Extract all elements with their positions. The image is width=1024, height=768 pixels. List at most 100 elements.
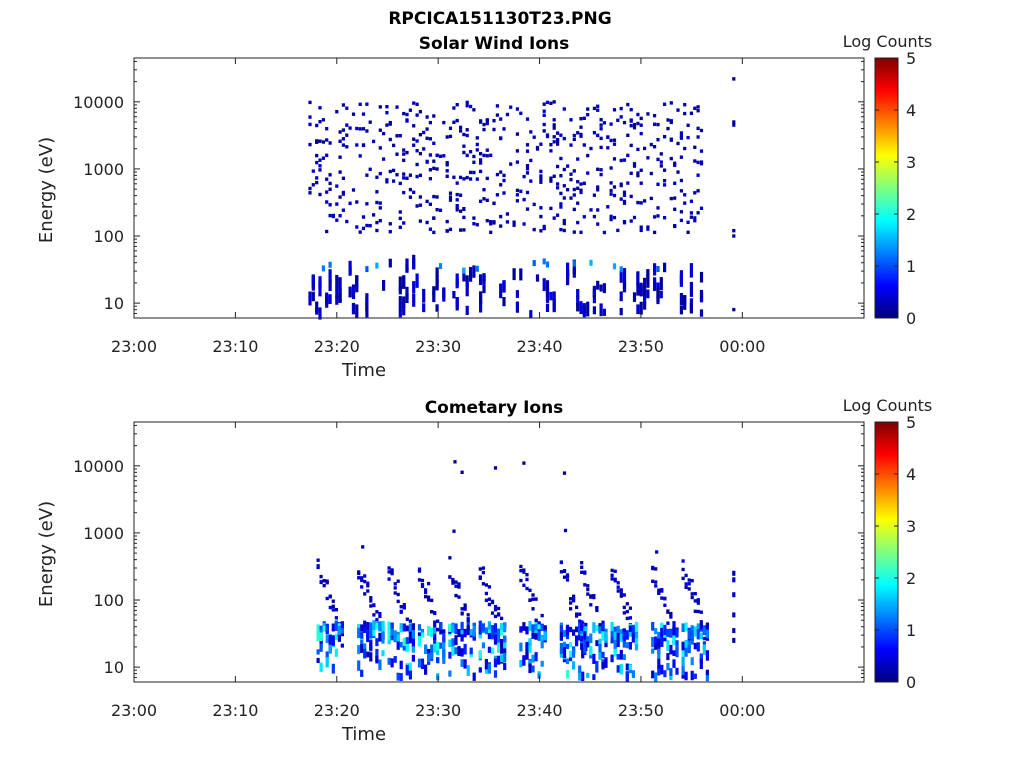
data-cell: [580, 620, 584, 631]
data-cell: [499, 224, 503, 228]
data-cell: [319, 625, 323, 632]
data-cell: [675, 640, 679, 647]
data-cell: [378, 219, 382, 223]
data-cell: [487, 597, 491, 601]
data-cell: [575, 626, 579, 633]
data-cell: [319, 632, 323, 642]
data-cell: [683, 146, 687, 151]
data-cell: [499, 283, 503, 299]
data-cell: [636, 273, 640, 281]
data-cell: [363, 648, 367, 659]
data-cell: [363, 579, 367, 584]
data-cell: [487, 585, 491, 589]
data-cell: [556, 131, 560, 135]
data-cell: [683, 111, 687, 116]
data-cell: [487, 626, 491, 633]
data-cell: [411, 623, 415, 631]
data-cell: [663, 168, 667, 172]
data-cell: [319, 641, 323, 652]
data-cell: [629, 219, 633, 223]
data-cell: [666, 609, 670, 613]
data-cell: [696, 160, 700, 165]
data-cell: [478, 650, 482, 659]
data-cell: [681, 665, 685, 676]
data-cell: [646, 269, 650, 278]
data-cell: [522, 583, 526, 587]
data-cell: [622, 190, 627, 194]
data-cell: [569, 626, 573, 633]
data-cell: [582, 306, 586, 316]
data-cell: [366, 589, 370, 593]
data-cell: [616, 638, 620, 648]
data-cell: [315, 301, 319, 312]
data-cell: [432, 286, 436, 295]
data-cell: [363, 643, 367, 652]
data-cell: [693, 191, 697, 195]
data-cell: [325, 657, 329, 668]
data-cell: [602, 230, 606, 235]
data-cell: [355, 126, 359, 131]
data-cell: [609, 138, 613, 143]
data-cell: [341, 208, 345, 212]
data-cell: [676, 141, 680, 146]
data-cell: [543, 625, 547, 629]
data-cell: [422, 147, 426, 151]
data-cell: [395, 173, 399, 177]
data-cell: [331, 608, 335, 612]
data-cell: [522, 656, 526, 666]
data-cell: [631, 627, 635, 637]
data-cell: [462, 228, 466, 232]
data-cell: [405, 637, 409, 645]
data-cell: [613, 569, 617, 573]
data-cell: [472, 108, 476, 112]
data-cell: [663, 135, 667, 139]
data-cell: [361, 143, 366, 148]
data-cell: [643, 291, 647, 306]
data-cell: [405, 627, 409, 632]
data-cell: [375, 228, 379, 233]
data-cell: [628, 642, 632, 650]
data-cell: [599, 284, 603, 292]
colorbar-tick-label: 3: [906, 153, 916, 172]
data-cell: [465, 281, 469, 297]
data-cell: [490, 647, 495, 655]
data-cell: [545, 280, 550, 293]
data-cell: [636, 171, 640, 175]
data-cell: [442, 654, 446, 664]
data-cell: [622, 654, 626, 660]
data-cell: [348, 286, 352, 298]
data-cell: [663, 102, 667, 106]
data-cell: [619, 158, 623, 163]
data-cell: [690, 670, 694, 681]
data-cell: [525, 626, 529, 635]
data-cell: [552, 140, 556, 144]
data-cell: [626, 133, 630, 137]
data-cell: [402, 190, 406, 195]
data-cell: [559, 191, 563, 196]
data-cell: [522, 197, 526, 202]
data-cell: [619, 115, 623, 119]
data-cell: [699, 128, 704, 133]
data-cell: [616, 665, 620, 673]
data-cell: [659, 152, 663, 156]
data-cell: [455, 181, 459, 185]
data-cell: [619, 649, 623, 660]
data-cell: [396, 592, 400, 597]
data-cell: [522, 222, 526, 226]
data-cell: [622, 120, 627, 125]
data-cell: [378, 621, 382, 632]
x-tick-label: 23:40: [517, 337, 563, 356]
data-cell: [493, 466, 498, 470]
data-cell: [412, 124, 416, 128]
data-cell: [690, 637, 694, 645]
data-cell: [357, 660, 361, 671]
data-cell: [322, 622, 326, 630]
data-cell: [378, 128, 382, 132]
data-cell: [424, 588, 428, 592]
data-cell: [699, 632, 703, 640]
data-cell: [415, 174, 419, 179]
data-cell: [432, 216, 436, 220]
data-cell: [355, 143, 359, 147]
data-cell: [592, 306, 596, 315]
data-cell: [405, 176, 409, 180]
